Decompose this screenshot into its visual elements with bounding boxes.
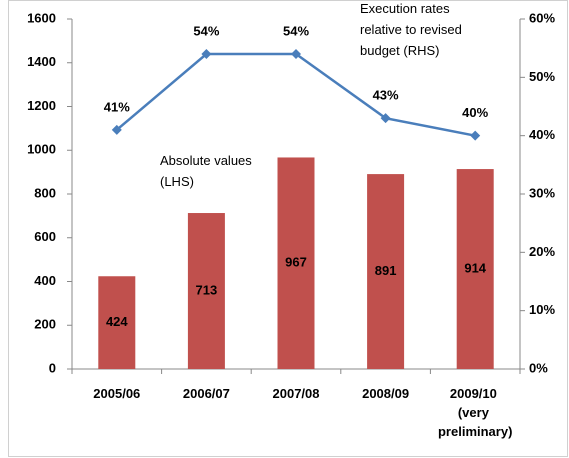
line-value-label: 40%: [462, 105, 488, 120]
bar: [98, 276, 136, 369]
y-tick-label: 800: [34, 185, 56, 200]
y-tick-label: 400: [34, 273, 56, 288]
y-tick-label: 600: [34, 229, 56, 244]
y2-tick-label: 40%: [529, 127, 555, 142]
series-annotation: Execution rates relative to revised budg…: [360, 1, 466, 58]
line-marker: [380, 113, 391, 124]
bar: [187, 213, 225, 369]
line-marker: [111, 124, 122, 135]
bar: [367, 174, 405, 369]
line: [115, 52, 476, 137]
bar-value-label: 424: [106, 314, 128, 329]
y-tick-label: 1400: [27, 54, 56, 69]
y-tick-label: 1200: [27, 98, 56, 113]
y2-tick-label: 30%: [529, 185, 555, 200]
x-tick-label: 2007/08: [273, 386, 320, 401]
x-tick-label: 2005/06: [93, 386, 140, 401]
bar-value-label: 914: [464, 260, 486, 275]
bar-value-label: 967: [285, 255, 307, 270]
bar-value-label: 891: [375, 263, 397, 278]
x-tick-label: 2008/09: [362, 386, 409, 401]
y-tick-label: 1600: [27, 10, 56, 25]
x-tick-label: 2009/10 (very preliminary): [438, 386, 512, 439]
y2-tick-label: 0%: [529, 360, 548, 375]
line-marker: [201, 49, 212, 59]
y-tick-label: 1000: [27, 142, 56, 157]
x-tick-label: 2006/07: [183, 386, 230, 401]
line-value-label: 43%: [373, 88, 399, 103]
y2-tick-label: 20%: [529, 244, 555, 259]
bar-value-label: 713: [196, 282, 218, 297]
bar: [277, 157, 315, 369]
bar: [456, 169, 494, 369]
y2-tick-label: 10%: [529, 302, 555, 317]
line-value-label: 41%: [104, 99, 130, 114]
line-value-label: 54%: [283, 23, 309, 38]
y-tick-label: 0: [49, 360, 56, 375]
line-value-label: 54%: [193, 23, 219, 38]
line-marker: [291, 49, 301, 59]
y2-tick-label: 60%: [529, 10, 555, 25]
y-tick-label: 200: [34, 317, 56, 332]
y2-tick-label: 50%: [529, 69, 555, 84]
chart-border: [8, 0, 568, 457]
series-annotation: Absolute values (LHS): [160, 153, 255, 189]
line-marker: [470, 130, 481, 141]
